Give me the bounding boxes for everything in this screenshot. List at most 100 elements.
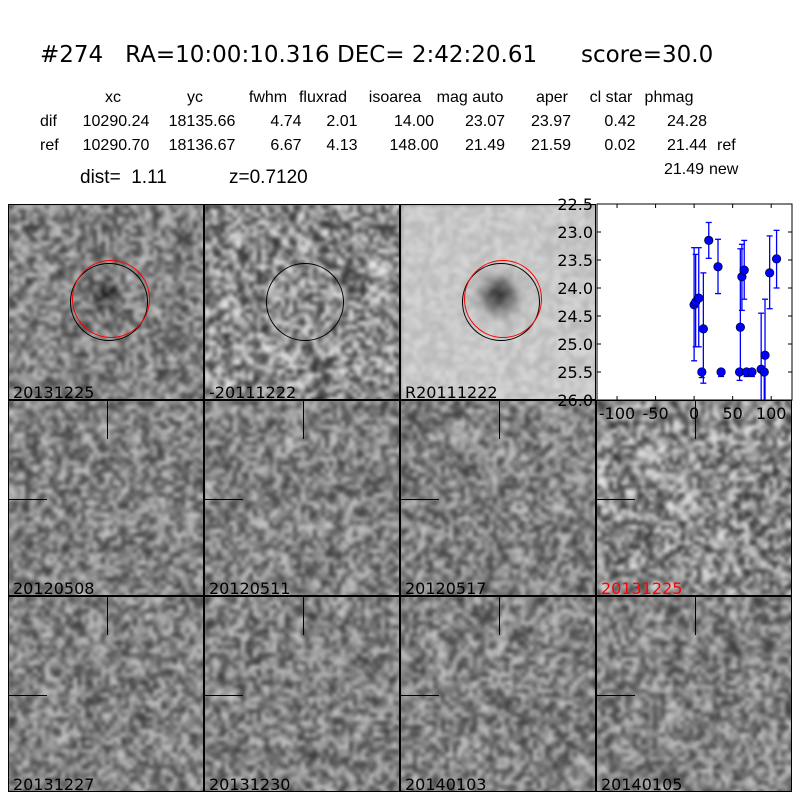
stamp-date-label: 20140105 [601,775,683,792]
new-suffix: new [709,161,739,178]
y-tick-label: 25.0 [557,335,593,354]
y-tick-label: 23.5 [557,251,593,270]
image-stamp[interactable]: R20111222 [400,204,596,400]
stamp-image [205,597,399,791]
data-point [765,268,775,278]
image-stamp[interactable]: 20140105 [596,596,792,792]
data-point [760,350,770,360]
table-cell: 0.02 [604,137,636,154]
aperture-circle [72,260,150,338]
crosshair-horizontal [597,499,635,500]
stamp-date-label: -20111222 [209,383,297,400]
table-cell: 6.67 [270,137,302,154]
stamp-date-label: 20140103 [405,775,487,792]
table-cell: 23.97 [530,113,572,130]
stamp-image [597,597,791,791]
crosshair-vertical [303,597,304,635]
data-point [747,367,757,377]
table-cell: 24.28 [666,113,708,130]
stamp-date-label: 20120517 [405,579,487,596]
crosshair-horizontal [401,499,439,500]
data-point [771,254,782,264]
column-header: yc [187,89,203,106]
image-stamp[interactable]: 20120517 [400,400,596,596]
image-stamp[interactable]: 20131227 [8,596,204,792]
dist-label: dist= 1.11 [80,167,167,188]
row-label: dif [40,113,57,130]
column-header: cl star [589,89,633,106]
crosshair-horizontal [205,499,243,500]
table-cell: 18135.66 [168,113,236,130]
crosshair-vertical [303,401,304,439]
aperture-circle [464,260,542,338]
y-tick-label: 24.5 [557,307,593,326]
image-stamp[interactable]: 20120511 [204,400,400,596]
data-point [698,324,708,334]
crosshair-vertical [499,597,500,635]
crosshair-vertical [107,597,108,635]
data-point [716,367,726,377]
x-tick-label: -100 [599,404,635,423]
data-point [704,235,714,246]
x-tick-label: 0 [689,404,699,423]
crosshair-horizontal [9,695,47,696]
y-tick-label: 26.0 [557,391,593,410]
column-header: mag auto [436,89,504,106]
y-tick-label: 24.0 [557,279,593,298]
image-stamp[interactable]: 20131225 [596,400,792,596]
stamp-date-label: 20120511 [209,579,291,596]
table-cell: 148.00 [389,137,439,154]
image-stamp[interactable]: 20131225 [8,204,204,400]
aperture-circle [266,263,344,341]
column-header: xc [105,89,121,106]
stamp-image [9,401,203,595]
stamp-date-label: 20131225 [13,383,95,400]
data-point [694,293,704,303]
table-cell: 18136.67 [168,137,236,154]
table-cell: 10290.24 [82,113,150,130]
data-point [697,367,707,377]
table-cell: 10290.70 [82,137,150,154]
x-tick-label: 50 [722,404,742,423]
stamp-image [401,401,595,595]
stamp-date-label: 20131230 [209,775,291,792]
stamp-image [597,401,791,595]
data-point [739,265,749,275]
column-header: fluxrad [298,89,348,106]
crosshair-vertical [499,401,500,439]
table-cell: 21.59 [530,137,572,154]
crosshair-horizontal [401,695,439,696]
y-tick-label: 22.5 [557,195,593,214]
crosshair-vertical [695,401,696,439]
table-cell: 0.42 [604,113,636,130]
table-cell: 4.13 [326,137,358,154]
redshift-label: z=0.7120 [229,167,308,188]
crosshair-horizontal [9,499,47,500]
stamp-date-label: 20120508 [13,579,95,596]
stamp-date-label: 20131227 [13,775,95,792]
stamp-image [205,401,399,595]
y-tick-label: 23.0 [557,223,593,242]
column-header: phmag [644,89,694,106]
crosshair-vertical [695,597,696,635]
y-tick-label: 25.5 [557,363,593,382]
crosshair-horizontal [205,695,243,696]
new-phmag: 21.49 [664,161,705,178]
light-curve-plot: 22.5 23.0 23.5 24.0 24.5 25.0 25.5 26.0 -100 -50 0… [557,195,793,423]
image-stamp[interactable]: 20140103 [400,596,596,792]
x-tick-label: 100 [756,404,787,423]
stamp-date-label: 20131225 [601,579,683,596]
table-cell: 23.07 [464,113,506,130]
crosshair-vertical [107,401,108,439]
row-label: ref [40,137,59,154]
image-stamp[interactable]: 20131230 [204,596,400,792]
table-cell: 21.44 [666,137,708,154]
data-point [735,322,745,332]
column-header: fwhm [248,89,288,106]
image-stamp[interactable]: 20120508 [8,400,204,596]
image-stamp[interactable]: -20111222 [204,204,400,400]
figure-title: #274 RA=10:00:10.316 DEC= 2:42:20.61 sco… [40,42,714,68]
data-point [759,367,769,377]
column-header: aper [535,89,569,106]
